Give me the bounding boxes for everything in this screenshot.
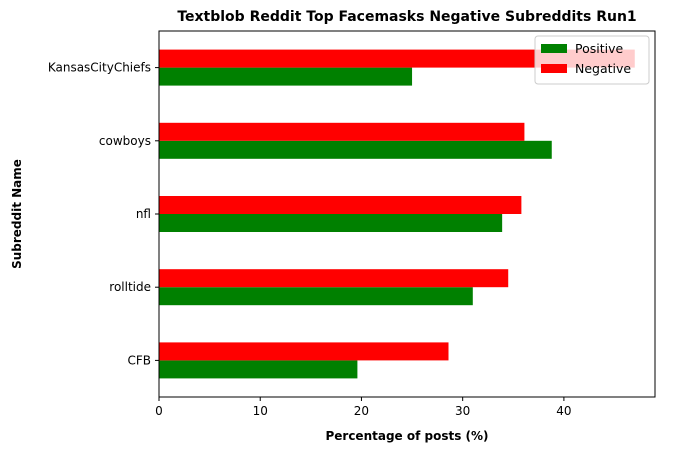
x-tick-label-10: 10 <box>253 404 268 418</box>
legend-label-negative: Negative <box>575 61 631 76</box>
bar-negative-rolltide <box>159 269 509 288</box>
chart-title: Textblob Reddit Top Facemasks Negative S… <box>177 9 636 25</box>
y-tick-label-cowboys: cowboys <box>99 134 151 148</box>
bar-negative-CFB <box>159 342 449 361</box>
x-tick-label-20: 20 <box>354 404 369 418</box>
bar-positive-CFB <box>159 360 358 379</box>
bar-negative-cowboys <box>159 122 525 141</box>
x-tick-label-40: 40 <box>556 404 571 418</box>
x-axis-label: Percentage of posts (%) <box>325 429 488 443</box>
legend-swatch-negative <box>541 64 567 73</box>
bar-negative-KansasCityChiefs <box>159 49 635 68</box>
legend-swatch-positive <box>541 44 567 53</box>
x-tick-label-0: 0 <box>155 404 163 418</box>
bar-positive-KansasCityChiefs <box>159 67 413 86</box>
y-axis-label: Subreddit Name <box>10 159 24 269</box>
x-axis-ticks: 0 10 20 30 40 <box>155 397 572 418</box>
x-tick-label-30: 30 <box>455 404 470 418</box>
y-axis-ticks: CFB rolltide nfl cowboys KansasCityChiefs <box>48 61 159 367</box>
legend-label-positive: Positive <box>575 41 623 56</box>
legend: Positive Negative <box>534 35 650 85</box>
bar-positive-cowboys <box>159 140 552 159</box>
bar-positive-nfl <box>159 214 503 232</box>
bar-positive-rolltide <box>159 287 473 306</box>
y-tick-label-KansasCityChiefs: KansasCityChiefs <box>48 61 151 75</box>
bar-negative-nfl <box>159 196 522 214</box>
y-tick-label-CFB: CFB <box>127 353 151 367</box>
y-tick-label-rolltide: rolltide <box>109 280 151 294</box>
bars-group <box>159 49 635 379</box>
y-tick-label-nfl: nfl <box>136 207 151 221</box>
